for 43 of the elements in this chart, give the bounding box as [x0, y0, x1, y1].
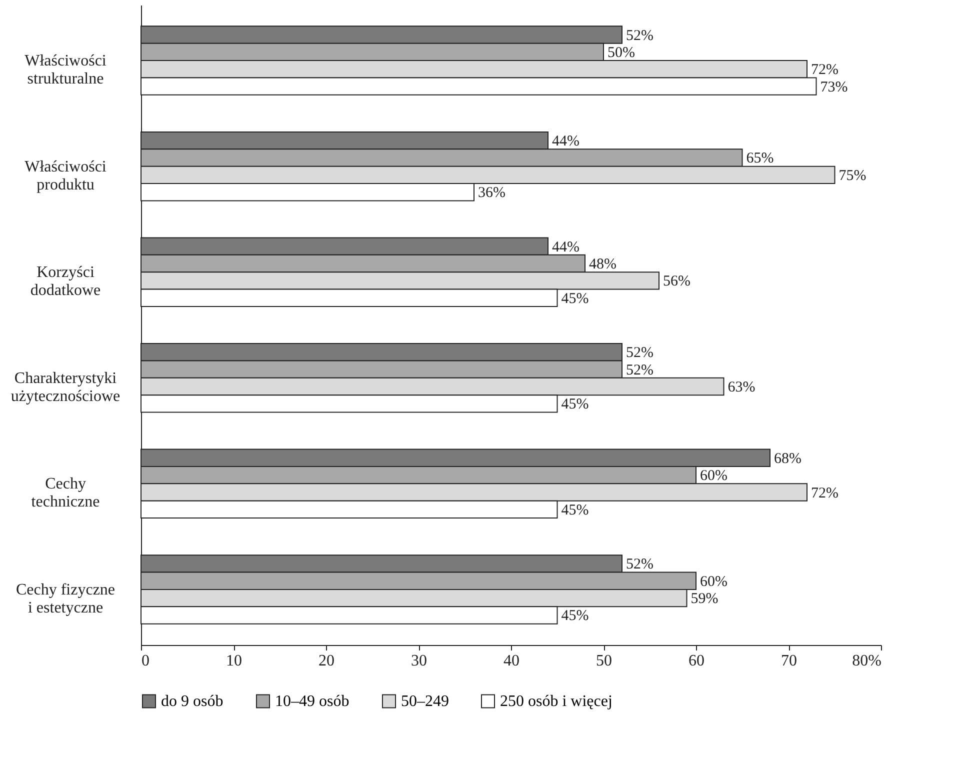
data-label: 72%	[811, 485, 838, 502]
data-label: 52%	[626, 345, 654, 362]
data-label: 63%	[728, 379, 756, 396]
data-label: 45%	[561, 502, 589, 518]
data-label: 60%	[700, 574, 728, 590]
data-label: 45%	[561, 396, 589, 413]
y-tick-label: Cechy techniczne	[31, 476, 100, 511]
legend-label: do 9 osób	[161, 693, 224, 710]
data-label: 75%	[838, 168, 866, 184]
x-tick-label: 70	[781, 652, 797, 670]
data-label: 48%	[589, 256, 616, 273]
y-tick-label: Cechy fizyczne i estetyczne	[16, 581, 116, 616]
legend-label: 10–49 osób	[275, 693, 350, 710]
y-tick-label: Korzyści dodatkowe	[30, 264, 101, 300]
data-label: 52%	[626, 28, 654, 44]
data-label: 59%	[690, 591, 718, 608]
x-tick-label: 30	[411, 652, 427, 670]
x-tick-label: 10	[226, 652, 242, 670]
data-label: 72%	[811, 62, 838, 78]
x-tick-label: 60	[688, 652, 704, 670]
data-label: 50%	[608, 44, 635, 61]
data-label: 65%	[746, 150, 774, 167]
data-label: 52%	[626, 362, 654, 378]
x-tick-label: 0	[142, 652, 150, 670]
y-tick-label: Właściwości strukturalne	[24, 52, 107, 88]
x-tick-label: 50	[596, 652, 612, 670]
data-label: 45%	[561, 608, 589, 624]
data-label: 56%	[663, 274, 690, 290]
data-label: 68%	[774, 450, 802, 467]
y-tick-label: Charakterystyki użytecznościowe	[10, 370, 120, 405]
data-label: 73%	[820, 79, 848, 96]
data-label: 36%	[478, 185, 506, 202]
data-label: 52%	[626, 556, 654, 573]
data-label: 44%	[552, 134, 580, 150]
x-tick-label: 80%	[852, 652, 882, 670]
legend-label: 250 osób i więcej	[500, 693, 612, 710]
y-tick-label: Właściwości produktu	[24, 158, 107, 194]
legend-label: 50–249	[401, 693, 449, 710]
x-tick-label: 20	[318, 652, 334, 670]
data-label: 60%	[700, 468, 728, 484]
data-label: 44%	[552, 239, 580, 256]
x-tick-label: 40	[504, 652, 520, 670]
data-label: 45%	[561, 290, 589, 307]
